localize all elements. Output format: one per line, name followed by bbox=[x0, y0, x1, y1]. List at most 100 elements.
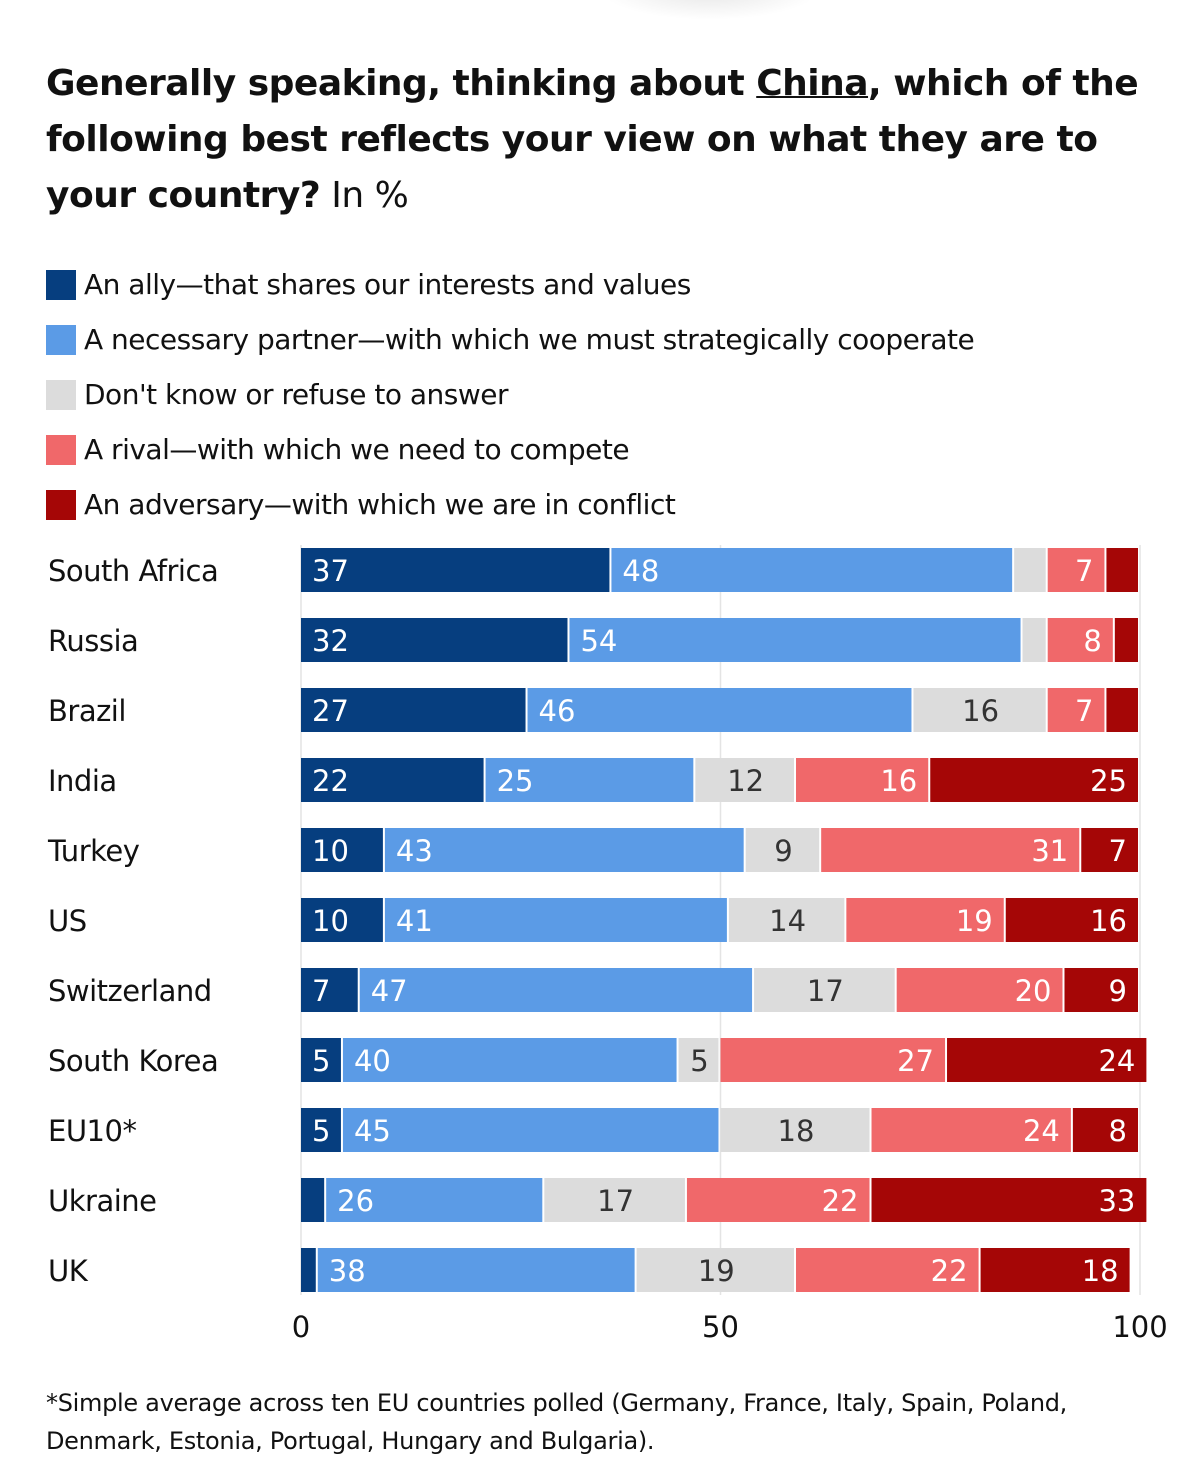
data-label: 33 bbox=[1098, 1184, 1135, 1218]
bar-adversary bbox=[1064, 968, 1138, 1012]
data-label: 17 bbox=[807, 974, 844, 1008]
data-label: 24 bbox=[1098, 1044, 1135, 1078]
data-label: 17 bbox=[597, 1184, 634, 1218]
data-label: 7 bbox=[312, 974, 330, 1008]
data-label: 18 bbox=[778, 1114, 815, 1148]
legend-item-partner: A necessary partner—with which we must s… bbox=[46, 312, 975, 367]
legend-item-ally: An ally—that shares our interests and va… bbox=[46, 257, 974, 312]
data-label: 22 bbox=[931, 1254, 968, 1288]
legend: An ally—that shares our interests and va… bbox=[46, 257, 975, 532]
top-shadow bbox=[600, 0, 820, 20]
data-label: 25 bbox=[497, 764, 534, 798]
legend-item-rival: A rival—with which we need to compete bbox=[46, 422, 974, 477]
bar-dk bbox=[636, 1248, 795, 1292]
data-label: 16 bbox=[880, 764, 917, 798]
bar-partner bbox=[342, 1038, 677, 1082]
category-label: South Korea bbox=[48, 1044, 218, 1078]
data-label: 7 bbox=[1075, 554, 1093, 588]
category-label: Ukraine bbox=[48, 1184, 157, 1218]
bar-rival bbox=[686, 1178, 870, 1222]
legend-swatch bbox=[46, 434, 76, 465]
data-label: 48 bbox=[622, 554, 659, 588]
bar-rival bbox=[846, 898, 1004, 942]
data-label: 9 bbox=[1109, 974, 1127, 1008]
legend-item-adversary: An adversary—with which we are in confli… bbox=[46, 477, 974, 532]
data-label: 43 bbox=[396, 834, 433, 868]
bar-adversary bbox=[1072, 1108, 1138, 1152]
data-label: 22 bbox=[312, 764, 349, 798]
data-label: 18 bbox=[1082, 1254, 1119, 1288]
legend-swatch bbox=[46, 489, 76, 520]
x-tick-label: 50 bbox=[702, 1310, 739, 1344]
bar-partner bbox=[569, 618, 1021, 662]
data-label: 9 bbox=[774, 834, 792, 868]
legend-label: An adversary—with which we are in confli… bbox=[84, 488, 676, 521]
bar-ally bbox=[301, 1108, 341, 1152]
x-tick-label: 0 bbox=[292, 1310, 310, 1344]
bar-partner bbox=[342, 1108, 719, 1152]
bar-ally bbox=[301, 828, 383, 872]
data-label: 22 bbox=[822, 1184, 859, 1218]
bar-dk bbox=[754, 968, 895, 1012]
bar-rival bbox=[871, 1108, 1071, 1152]
legend-swatch bbox=[46, 379, 76, 410]
bar-adversary bbox=[1114, 618, 1138, 662]
bar-partner bbox=[527, 688, 912, 732]
category-label: Turkey bbox=[47, 834, 140, 868]
category-label: South Africa bbox=[48, 554, 218, 588]
bar-dk bbox=[1014, 548, 1046, 592]
bar-rival bbox=[1047, 688, 1105, 732]
bar-adversary bbox=[871, 1178, 1147, 1222]
data-label: 10 bbox=[312, 834, 349, 868]
bar-adversary bbox=[980, 1248, 1130, 1292]
bar-dk bbox=[544, 1178, 685, 1222]
data-label: 41 bbox=[396, 904, 433, 938]
category-label: Switzerland bbox=[48, 974, 212, 1008]
bar-partner bbox=[359, 968, 753, 1012]
data-label: 19 bbox=[956, 904, 993, 938]
data-label: 10 bbox=[312, 904, 349, 938]
data-label: 8 bbox=[1083, 624, 1101, 658]
title-text: Generally speaking, thinking about bbox=[46, 63, 757, 104]
legend-label: Don't know or refuse to answer bbox=[84, 378, 509, 411]
data-label: 26 bbox=[337, 1184, 374, 1218]
category-label: UK bbox=[48, 1254, 89, 1288]
bar-rival bbox=[1047, 618, 1113, 662]
data-label: 25 bbox=[1090, 764, 1127, 798]
bar-adversary bbox=[947, 1038, 1147, 1082]
bar-dk bbox=[728, 898, 845, 942]
x-tick-label: 100 bbox=[1112, 1310, 1167, 1344]
bar-dk bbox=[678, 1038, 719, 1082]
bar-dk bbox=[745, 828, 820, 872]
bar-ally bbox=[301, 898, 383, 942]
chart-title: Generally speaking, thinking about China… bbox=[46, 56, 1156, 224]
bar-adversary bbox=[1106, 548, 1138, 592]
category-label: Russia bbox=[48, 624, 138, 658]
bar-partner bbox=[384, 898, 727, 942]
bar-rival bbox=[896, 968, 1063, 1012]
category-label: Brazil bbox=[48, 694, 126, 728]
data-label: 12 bbox=[727, 764, 764, 798]
data-label: 37 bbox=[312, 554, 349, 588]
data-label: 31 bbox=[1031, 834, 1068, 868]
bar-partner bbox=[317, 1248, 635, 1292]
title-text-2: , which of the following best reflects y… bbox=[46, 63, 1139, 216]
bar-ally bbox=[301, 548, 610, 592]
data-label: 5 bbox=[312, 1114, 330, 1148]
data-label: 5 bbox=[312, 1044, 330, 1078]
bar-dk bbox=[913, 688, 1046, 732]
bar-dk bbox=[1022, 618, 1046, 662]
category-label: India bbox=[48, 764, 117, 798]
data-label: 40 bbox=[354, 1044, 391, 1078]
data-label: 7 bbox=[1109, 834, 1127, 868]
bar-ally bbox=[301, 1038, 341, 1082]
legend-label: A rival—with which we need to compete bbox=[84, 433, 630, 466]
data-label: 14 bbox=[769, 904, 806, 938]
bar-adversary bbox=[1081, 828, 1138, 872]
bar-ally bbox=[301, 618, 568, 662]
legend-item-dk: Don't know or refuse to answer bbox=[46, 367, 974, 422]
bar-partner bbox=[611, 548, 1013, 592]
category-label: US bbox=[48, 904, 87, 938]
